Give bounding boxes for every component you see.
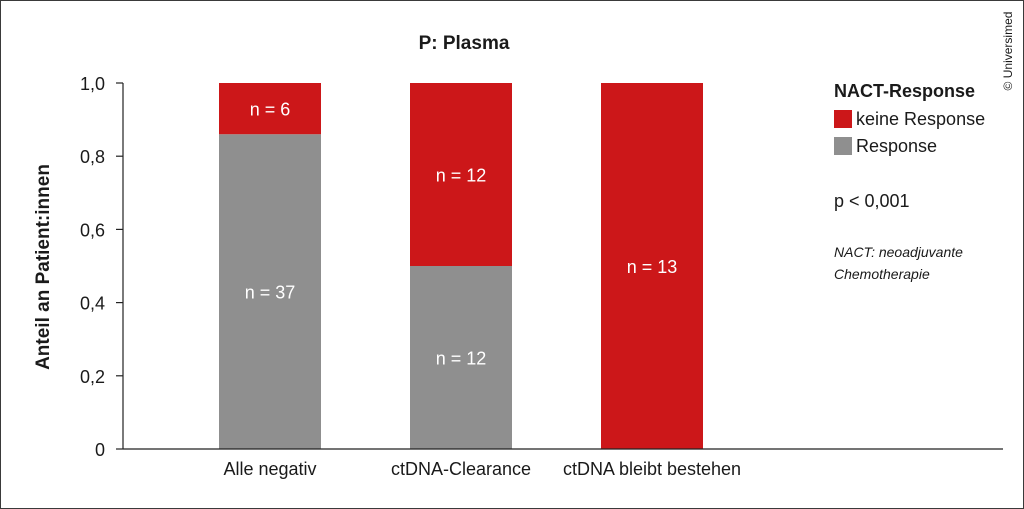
bar-count-label: n = 37 — [245, 283, 296, 303]
legend-label-keine-response: keine Response — [856, 109, 985, 129]
p-value-annotation: p < 0,001 — [834, 191, 910, 211]
bar-count-label: n = 13 — [627, 257, 678, 277]
x-axis-labels: Alle negativ ctDNA-Clearance ctDNA bleibt … — [223, 459, 741, 479]
bar-segment-response — [219, 134, 321, 450]
bar-segment-response — [410, 266, 512, 449]
x-tick-label: ctDNA bleibt bestehen — [563, 459, 741, 479]
chart-title: P: Plasma — [419, 33, 510, 54]
y-tick-label: 0,4 — [80, 294, 105, 314]
copyright-note: © Universimed — [1001, 12, 1015, 91]
bar-segment-keine-response — [410, 83, 512, 266]
x-tick-label: Alle negativ — [223, 459, 316, 479]
legend-label-response: Response — [856, 136, 937, 156]
legend-swatch-response — [834, 137, 852, 155]
y-axis-ticks: 0 0,2 0,4 0,6 0,8 1,0 — [80, 74, 123, 460]
y-tick-label: 0,8 — [80, 147, 105, 167]
bar-count-label: n = 12 — [436, 166, 487, 186]
y-axis-label: Anteil an Patient:innen — [33, 164, 54, 370]
bar-count-label: n = 6 — [250, 100, 291, 120]
y-tick-label: 0 — [95, 440, 105, 460]
y-tick-label: 0,6 — [80, 220, 105, 240]
bar-labels: n = 37 n = 6 n = 12 n = 12 n = 13 — [245, 100, 678, 369]
x-tick-label: ctDNA-Clearance — [391, 459, 531, 479]
footnote-line-1: NACT: neoadjuvante — [834, 244, 963, 260]
legend: NACT-Response keine Response Response — [834, 81, 985, 156]
y-tick-label: 0,2 — [80, 367, 105, 387]
legend-title: NACT-Response — [834, 81, 975, 101]
legend-swatch-keine-response — [834, 110, 852, 128]
footnote-line-2: Chemotherapie — [834, 266, 930, 282]
bar-count-label: n = 12 — [436, 349, 487, 369]
bars — [219, 83, 703, 450]
y-tick-label: 1,0 — [80, 74, 105, 94]
bar-segment-keine-response — [219, 83, 321, 135]
bar-segment-keine-response — [601, 83, 703, 449]
